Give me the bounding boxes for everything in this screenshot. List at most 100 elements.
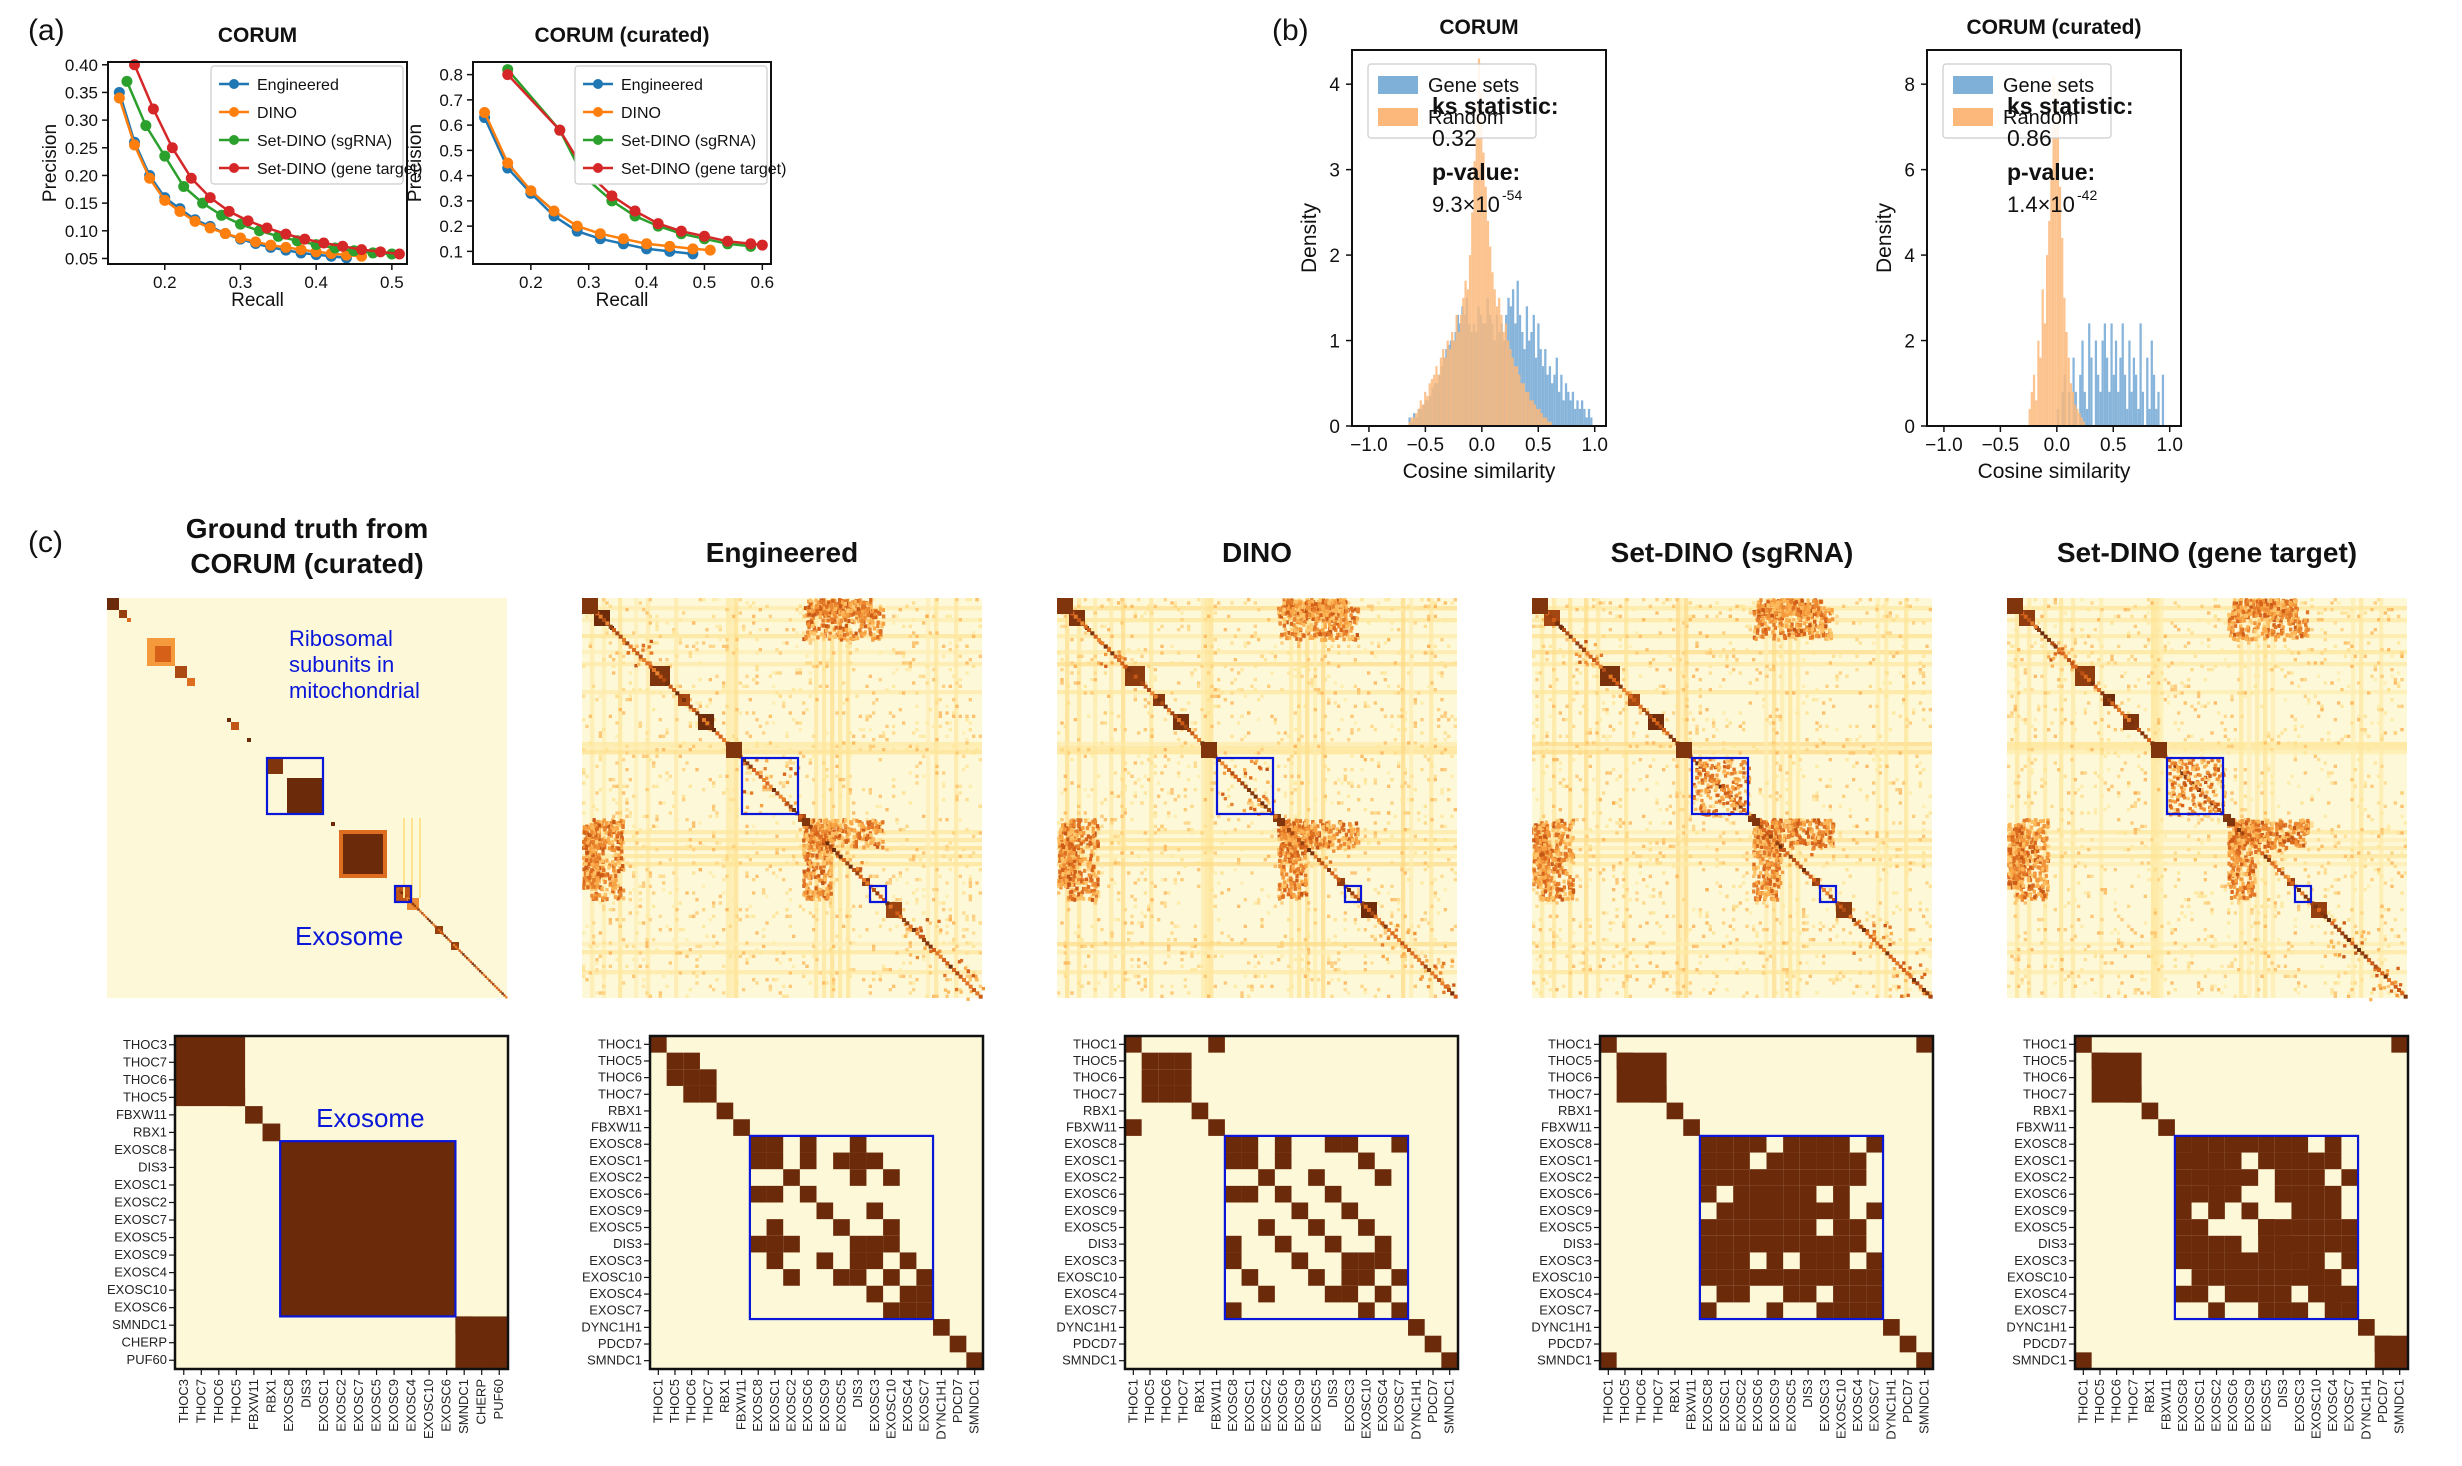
heatmap-cell xyxy=(725,874,729,878)
heatmap-cell xyxy=(1400,608,1404,612)
heatmap-cell xyxy=(1203,974,1207,978)
heatmap-cell xyxy=(1260,984,1264,988)
heatmap-col-stripe xyxy=(634,598,639,998)
heatmap-cell xyxy=(912,601,916,605)
heatmap-cell xyxy=(952,698,956,702)
heatmap-cell xyxy=(1093,931,1097,935)
heatmap-cell xyxy=(638,884,642,888)
heatmap-cell xyxy=(815,845,820,850)
heatmap-cell xyxy=(1183,794,1187,798)
heatmap-cell xyxy=(1277,894,1281,898)
heatmap-cell xyxy=(1393,661,1397,665)
series-point xyxy=(128,139,140,151)
series-point xyxy=(606,190,618,202)
series-point xyxy=(147,103,159,115)
plot-frame xyxy=(1926,49,2182,427)
chart-title: CORUM xyxy=(1439,16,1518,39)
heatmap-cell xyxy=(878,838,882,842)
heatmap-cell xyxy=(708,698,712,702)
heatmap-cell xyxy=(725,791,729,795)
heatmap-cell xyxy=(745,771,749,775)
heatmap-cell xyxy=(1263,858,1267,862)
heatmap-cell xyxy=(1330,994,1334,998)
heatmap-cell xyxy=(798,844,802,848)
hist-bar xyxy=(2155,408,2158,426)
heatmap-cell xyxy=(1283,934,1287,938)
heatmap-cell xyxy=(685,761,689,765)
heatmap-cell xyxy=(855,603,860,608)
heatmap-cell xyxy=(638,964,642,968)
heatmap-cell xyxy=(722,721,726,725)
heatmap-cell xyxy=(848,858,852,862)
heatmap-cell xyxy=(815,841,819,846)
heatmap-cell xyxy=(1337,801,1341,805)
heatmap-cell xyxy=(765,604,769,608)
heatmap-cell xyxy=(762,788,766,792)
heatmap-cell xyxy=(965,914,969,918)
heatmap-diag-cell xyxy=(618,634,623,639)
heatmap-cell xyxy=(812,754,816,758)
heatmap-cell xyxy=(688,748,692,752)
heatmap-cell xyxy=(1180,754,1184,758)
heatmap-cell xyxy=(867,623,871,628)
heatmap-cell xyxy=(1340,891,1344,895)
heatmap-cell xyxy=(1370,934,1374,938)
heatmap-cell xyxy=(870,839,875,844)
heatmap-cell xyxy=(1130,894,1134,898)
heatmap-cell xyxy=(885,688,889,692)
hist-bar xyxy=(1549,421,1552,426)
heatmap-diag-cell xyxy=(865,881,870,886)
heatmap-cell xyxy=(582,974,586,978)
heatmap-cell xyxy=(1450,868,1454,872)
heatmap-cell xyxy=(860,823,864,828)
heatmap-cell xyxy=(769,774,773,779)
heatmap-cell xyxy=(962,911,966,915)
heatmap-cell xyxy=(645,688,649,692)
heatmap-cell xyxy=(1227,794,1231,798)
heatmap-cell xyxy=(1177,608,1181,612)
heatmap-cell xyxy=(1270,834,1274,838)
heatmap-cell xyxy=(1277,848,1281,852)
heatmap-cell xyxy=(617,831,621,836)
heatmap-cell xyxy=(752,778,756,782)
heatmap-cell xyxy=(825,628,829,633)
heatmap-cell xyxy=(847,831,852,836)
x-axis-label: Cosine similarity xyxy=(1978,460,2131,483)
heatmap-cell xyxy=(806,607,810,612)
heatmap-cell xyxy=(805,824,809,829)
heatmap-cell xyxy=(1197,964,1201,968)
heatmap-cell xyxy=(952,941,956,945)
heatmap-cell xyxy=(592,921,596,925)
heatmap-col-stripe xyxy=(814,598,819,998)
heatmap-cell xyxy=(811,897,815,902)
heatmap-cell xyxy=(1390,914,1394,918)
heatmap-cell xyxy=(1153,764,1157,768)
heatmap-cell xyxy=(688,844,692,848)
heatmap-cell xyxy=(715,811,719,815)
heatmap-cell xyxy=(613,870,617,875)
heatmap-cell xyxy=(585,774,589,778)
heatmap-cell xyxy=(1130,634,1134,638)
heatmap-cell xyxy=(852,668,856,672)
heatmap-cell xyxy=(732,734,736,738)
heatmap-cell xyxy=(1430,764,1434,768)
heatmap-cell xyxy=(610,845,614,850)
heatmap-cell xyxy=(975,831,979,835)
heatmap-cell xyxy=(745,854,749,858)
heatmap-cell xyxy=(1123,761,1127,765)
heatmap-cell xyxy=(1070,671,1074,675)
heatmap-cell xyxy=(735,808,739,812)
heatmap-cell xyxy=(945,924,949,928)
heatmap-cell xyxy=(1383,714,1387,718)
heatmap-cell xyxy=(1400,784,1404,788)
heatmap-cell xyxy=(892,651,896,655)
heatmap-cell xyxy=(1387,684,1391,688)
heatmap-cell xyxy=(1123,768,1127,772)
heatmap-cell xyxy=(622,661,626,665)
heatmap-cell xyxy=(1080,984,1084,988)
heatmap-cell xyxy=(775,671,779,675)
heatmap-cell xyxy=(638,688,642,692)
hist-bar xyxy=(1567,391,1570,426)
heatmap-cell xyxy=(888,968,892,972)
heatmap-cell xyxy=(614,856,618,861)
